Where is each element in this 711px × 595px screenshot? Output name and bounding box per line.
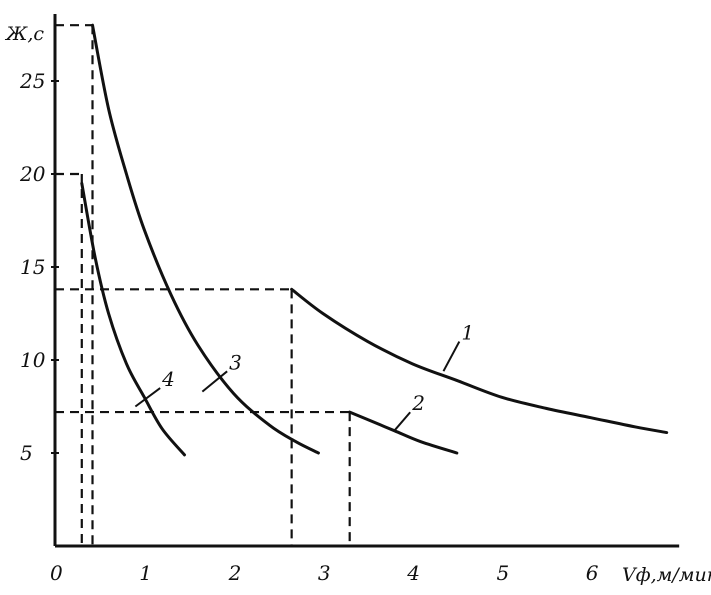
curve-label-3: 3 — [229, 350, 242, 374]
dashed-guides — [55, 24, 351, 546]
y-tick-label: 20 — [19, 162, 46, 186]
curve-3 — [91, 23, 320, 455]
curve-label-1: 1 — [461, 321, 474, 345]
x-tick-label: 4 — [406, 561, 420, 585]
curve-label-4: 4 — [161, 367, 175, 391]
label-leader-line — [134, 387, 161, 408]
tick-labels: 0 1 2 3 4 5 6 5 10 15 20 25 — [19, 69, 599, 585]
curve-4 — [80, 181, 186, 457]
y-tick-label: 15 — [20, 255, 45, 279]
curve-2 — [348, 410, 459, 455]
x-tick-label: 0 — [50, 561, 63, 585]
curve-label-2: 2 — [411, 391, 425, 415]
y-tick-label: 25 — [19, 69, 45, 93]
label-leader-line — [201, 370, 228, 393]
label-leader-line — [393, 411, 411, 432]
curve-labels: 1 2 3 4 — [134, 321, 474, 432]
x-tick-label: 1 — [139, 561, 152, 585]
y-tick-label: 5 — [20, 441, 33, 465]
curve-1 — [290, 287, 669, 435]
x-axis-label: Vф,м/мин — [622, 564, 711, 586]
y-axis-label: Ж,с — [4, 23, 44, 45]
y-tick-label: 10 — [20, 348, 46, 372]
x-tick-label: 5 — [497, 561, 510, 585]
x-tick-label: 2 — [228, 561, 242, 585]
x-tick-label: 6 — [586, 561, 599, 585]
axes — [51, 14, 680, 548]
x-tick-label: 3 — [318, 561, 331, 585]
label-leader-line — [442, 341, 461, 372]
